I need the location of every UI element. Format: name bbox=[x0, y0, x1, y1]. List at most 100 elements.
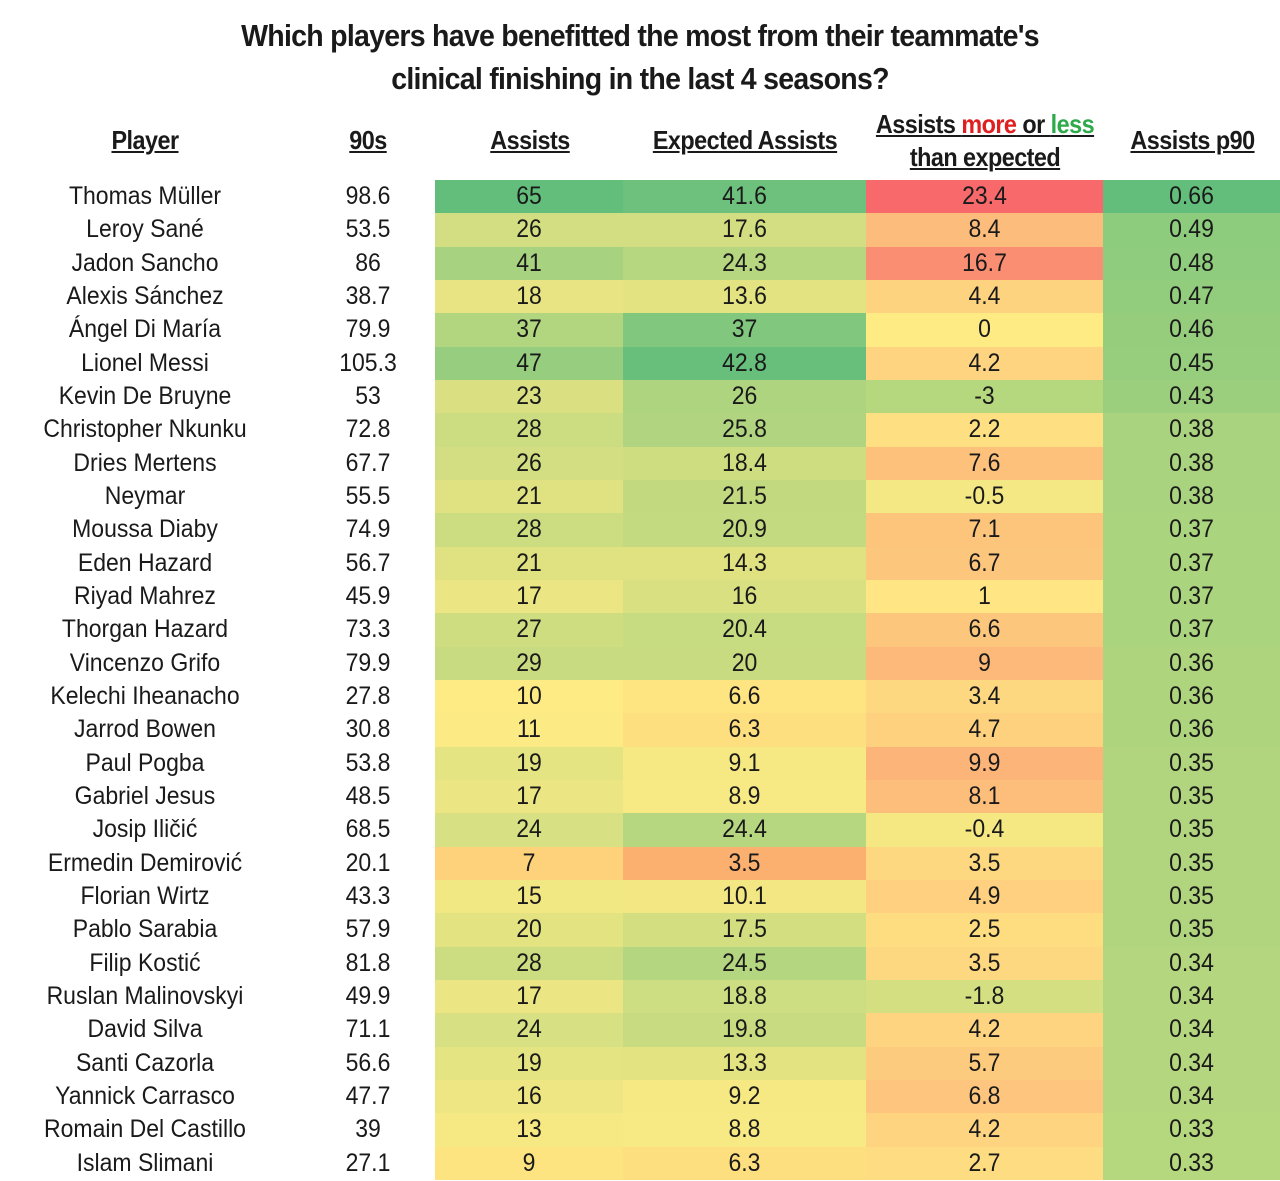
player-name: Florian Wirtz bbox=[80, 881, 210, 910]
p90-value: 0.35 bbox=[1169, 748, 1214, 777]
xa-cell bbox=[623, 1146, 866, 1181]
diff-value: 4.2 bbox=[968, 1015, 1001, 1044]
nineties-value: 71.1 bbox=[345, 1015, 391, 1044]
p90-value: 0.49 bbox=[1169, 215, 1214, 244]
assists-cell bbox=[435, 946, 623, 981]
nineties-value: 53.5 bbox=[345, 215, 391, 244]
diff-value: 3.5 bbox=[968, 848, 1001, 877]
xa-cell bbox=[623, 246, 866, 281]
p90-value: 0.37 bbox=[1169, 581, 1214, 610]
nineties-value: 79.9 bbox=[345, 648, 391, 677]
xa-cell bbox=[623, 213, 866, 248]
diff-cell bbox=[866, 946, 1103, 981]
assists-cell bbox=[435, 746, 623, 781]
p90-value: 0.36 bbox=[1169, 648, 1214, 677]
assists-cell bbox=[435, 180, 623, 214]
assists-value: 23 bbox=[516, 381, 542, 410]
diff-value: 2.5 bbox=[968, 915, 1001, 944]
xa-value: 17.6 bbox=[722, 215, 767, 244]
diff-cell bbox=[866, 446, 1103, 481]
assists-cell bbox=[435, 846, 623, 881]
player-name: David Silva bbox=[87, 1015, 203, 1044]
p90-value: 0.35 bbox=[1169, 815, 1214, 844]
nineties-value: 67.7 bbox=[345, 448, 391, 477]
xa-cell bbox=[623, 913, 866, 948]
xa-cell bbox=[623, 879, 866, 914]
p90-value: 0.47 bbox=[1169, 281, 1214, 310]
assists-value: 10 bbox=[516, 681, 542, 710]
diff-value: 23.4 bbox=[962, 182, 1007, 210]
assists-cell bbox=[435, 813, 623, 848]
p90-value: 0.34 bbox=[1169, 1015, 1214, 1044]
xa-cell bbox=[623, 279, 866, 314]
p90-value: 0.35 bbox=[1169, 881, 1214, 910]
xa-value: 25.8 bbox=[722, 415, 767, 444]
nineties-value: 68.5 bbox=[345, 815, 391, 844]
p90-value: 0.36 bbox=[1169, 681, 1214, 710]
nineties-value: 73.3 bbox=[345, 615, 391, 644]
p90-cell bbox=[1103, 1079, 1280, 1114]
p90-cell bbox=[1103, 1013, 1280, 1048]
diff-value: -3 bbox=[974, 381, 995, 410]
diff-value: 4.2 bbox=[968, 348, 1001, 377]
p90-cell bbox=[1103, 713, 1280, 748]
header-90s: 90s bbox=[349, 125, 387, 155]
diff-cell bbox=[866, 379, 1103, 414]
nineties-value: 47.7 bbox=[345, 1081, 391, 1110]
header-diff-line-2: than expected bbox=[909, 142, 1061, 172]
p90-value: 0.35 bbox=[1169, 848, 1214, 877]
xa-cell bbox=[623, 346, 866, 381]
player-name: Santi Cazorla bbox=[75, 1048, 215, 1077]
p90-cell bbox=[1103, 213, 1280, 248]
p90-value: 0.45 bbox=[1169, 348, 1214, 377]
p90-value: 0.34 bbox=[1169, 981, 1214, 1010]
nineties-value: 56.6 bbox=[345, 1048, 391, 1077]
diff-cell bbox=[866, 313, 1103, 348]
p90-value: 0.34 bbox=[1169, 1048, 1214, 1077]
header-diff-assists: Assists bbox=[875, 109, 962, 139]
nineties-value: 45.9 bbox=[345, 581, 391, 610]
p90-value: 0.33 bbox=[1169, 1115, 1214, 1144]
diff-value: 9.9 bbox=[968, 748, 1001, 777]
assists-value: 26 bbox=[516, 215, 542, 244]
xa-cell bbox=[623, 579, 866, 614]
assists-cell bbox=[435, 913, 623, 948]
assists-value: 24 bbox=[516, 1015, 542, 1044]
assists-value: 20 bbox=[516, 915, 542, 944]
xa-cell bbox=[623, 946, 866, 981]
player-name: Kevin De Bruyne bbox=[58, 381, 232, 410]
xa-value: 26 bbox=[731, 381, 758, 410]
assists-cell bbox=[435, 346, 623, 381]
xa-cell bbox=[623, 1013, 866, 1048]
xa-cell bbox=[623, 379, 866, 414]
xa-value: 41.6 bbox=[722, 182, 767, 210]
diff-cell bbox=[866, 679, 1103, 714]
player-name: Leroy Sané bbox=[86, 215, 204, 244]
xa-value: 13.6 bbox=[722, 281, 767, 310]
p90-cell bbox=[1103, 913, 1280, 948]
p90-cell bbox=[1103, 646, 1280, 681]
player-name: Ruslan Malinovskyi bbox=[46, 981, 244, 1010]
assists-value: 16 bbox=[516, 1081, 542, 1110]
player-name: Yannick Carrasco bbox=[55, 1081, 235, 1110]
p90-value: 0.37 bbox=[1169, 548, 1214, 577]
xa-cell bbox=[623, 679, 866, 714]
player-name: Ángel Di María bbox=[68, 315, 222, 344]
xa-cell bbox=[623, 546, 866, 581]
xa-cell bbox=[623, 479, 866, 514]
p90-value: 0.66 bbox=[1169, 182, 1214, 210]
assists-value: 13 bbox=[516, 1115, 542, 1144]
diff-cell bbox=[866, 913, 1103, 948]
header-assists: Assists bbox=[490, 125, 570, 155]
nineties-value: 20.1 bbox=[345, 848, 391, 877]
header-player: Player bbox=[111, 125, 179, 155]
assists-value: 28 bbox=[516, 415, 542, 444]
xa-value: 10.1 bbox=[722, 881, 767, 910]
p90-cell bbox=[1103, 479, 1280, 514]
assists-value: 28 bbox=[516, 515, 542, 544]
header-expected-assists: Expected Assists bbox=[652, 125, 838, 155]
assists-cell bbox=[435, 313, 623, 348]
diff-value: 4.9 bbox=[968, 881, 1001, 910]
assists-value: 17 bbox=[516, 981, 542, 1010]
assists-cell bbox=[435, 446, 623, 481]
